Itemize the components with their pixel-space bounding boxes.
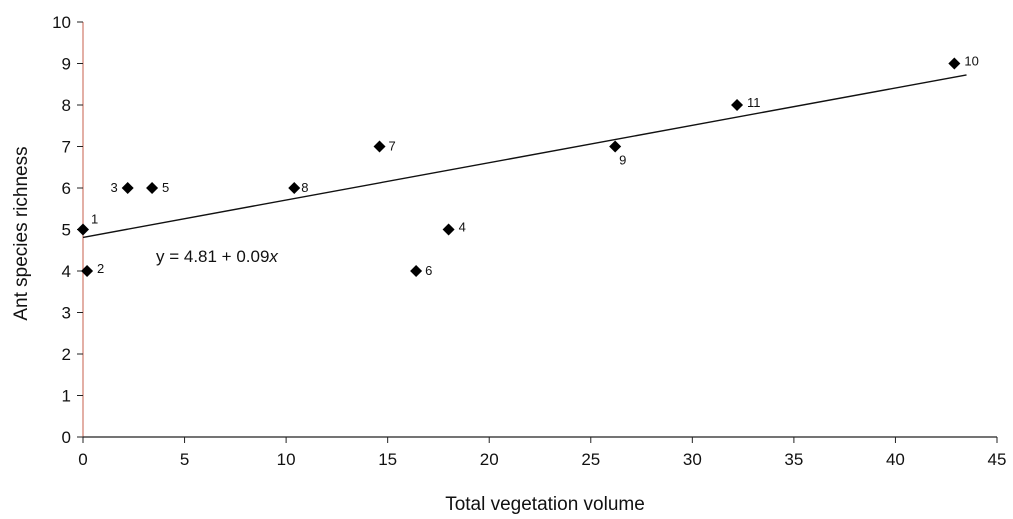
x-tick-label: 20 [480, 450, 499, 469]
data-point-marker [442, 223, 455, 236]
y-tick-label: 3 [62, 304, 71, 323]
y-tick-label: 5 [62, 221, 71, 240]
trendline-group [82, 74, 967, 239]
data-point-label: 1 [91, 212, 98, 227]
x-tick-label: 10 [277, 450, 296, 469]
x-tick-label: 35 [784, 450, 803, 469]
y-axis-title: Ant species richness [11, 146, 32, 320]
x-tick-label: 30 [683, 450, 702, 469]
y-tick-label: 1 [62, 387, 71, 406]
data-point-marker [146, 182, 159, 194]
x-tick-label: 15 [378, 450, 397, 469]
data-point-marker [373, 140, 386, 153]
x-tick-label: 25 [581, 450, 600, 469]
data-point-label: 2 [97, 261, 104, 276]
y-tick-label: 8 [62, 96, 71, 115]
data-point-label: 10 [964, 54, 978, 69]
data-point-label: 8 [301, 180, 308, 195]
data-point-marker [731, 99, 744, 111]
y-tick-label: 2 [62, 345, 71, 364]
data-point-marker [121, 182, 134, 194]
data-point-label: 4 [459, 220, 466, 235]
data-point-label: 3 [110, 180, 117, 195]
data-point-label: 7 [389, 139, 396, 154]
data-point-marker [288, 182, 301, 194]
data-points: 1 2 3 4 5 6 7 8 9 10 11 [77, 54, 979, 278]
axes [77, 21, 998, 443]
y-tick-label: 0 [62, 428, 71, 447]
x-tick-label: 40 [886, 450, 905, 469]
data-point-label: 6 [425, 263, 432, 278]
trendline [82, 74, 967, 239]
data-point-marker [81, 265, 94, 277]
data-point-label: 11 [747, 95, 761, 110]
y-tick-label: 10 [52, 13, 71, 32]
data-point-marker [410, 265, 423, 277]
x-tick-label: 0 [78, 450, 87, 469]
data-point-marker [948, 57, 961, 70]
x-axis-title: Total vegetation volume [445, 494, 645, 515]
data-point-marker [609, 140, 622, 153]
data-point-marker [77, 223, 89, 236]
y-tick-label: 6 [62, 179, 71, 198]
y-tick-label: 4 [62, 262, 71, 281]
x-tick-label: 45 [988, 450, 1007, 469]
x-tick-label: 5 [180, 450, 189, 469]
data-point-label: 9 [619, 153, 626, 168]
y-tick-label: 9 [62, 55, 71, 74]
trendline-equation: y = 4.81 + 0.09x [156, 247, 278, 266]
y-tick-label: 7 [62, 138, 71, 157]
data-point-label: 5 [162, 180, 169, 195]
